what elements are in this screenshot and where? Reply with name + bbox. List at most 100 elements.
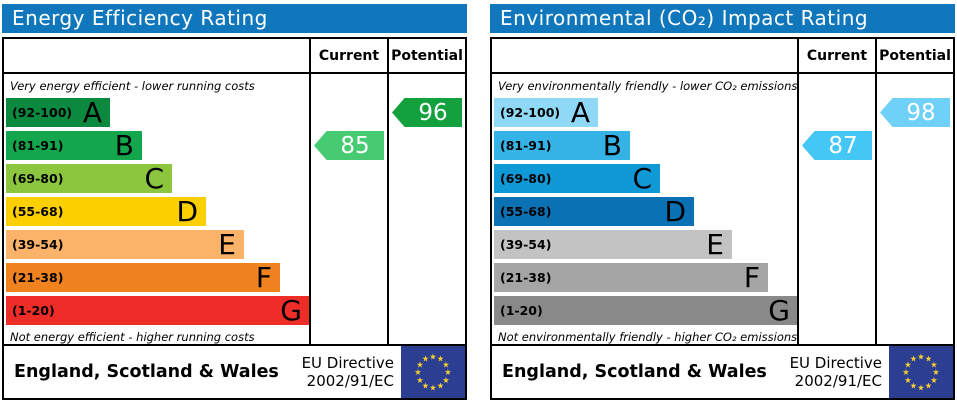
eu-directive-line2: 2002/91/EC [794, 372, 882, 390]
band-row-c: (69-80) C [6, 164, 305, 193]
band-range: (39-54) [500, 237, 552, 252]
band-row-c: (69-80) C [494, 164, 793, 193]
band-bar-c: (69-80) C [494, 164, 660, 193]
band-bar-e: (39-54) E [6, 230, 244, 259]
band-letter: G [280, 294, 302, 327]
band-range: (69-80) [500, 171, 552, 186]
potential-rating-arrow: 98 [880, 98, 950, 127]
svg-text:★: ★ [442, 359, 449, 369]
band-row-e: (39-54) E [6, 230, 305, 259]
current-rating-cell: 85 [309, 74, 387, 344]
top-caption: Very energy efficient - lower running co… [10, 79, 255, 93]
band-row-e: (39-54) E [494, 230, 793, 259]
svg-text:★: ★ [429, 351, 436, 361]
band-row-g: (1-20) G [494, 296, 797, 325]
current-column-header: Current [309, 39, 387, 74]
energy-efficiency-panel: Energy Efficiency Rating Current Potenti… [2, 4, 467, 400]
svg-text:★: ★ [437, 353, 444, 363]
svg-text:★: ★ [932, 367, 939, 377]
band-range: (81-91) [12, 138, 64, 153]
band-bar-a: (92-100) A [494, 98, 598, 127]
svg-text:★: ★ [917, 383, 924, 393]
rating-bands: Very environmentally friendly - lower CO… [492, 74, 797, 344]
potential-column-header: Potential [875, 39, 953, 74]
energy-rating-chart: Current Potential Very energy efficient … [2, 37, 467, 400]
svg-text:★: ★ [416, 359, 423, 369]
band-letter: E [218, 228, 236, 261]
band-range: (55-68) [12, 204, 64, 219]
top-caption: Very environmentally friendly - lower CO… [498, 79, 797, 93]
eu-directive-line1: EU Directive [789, 354, 882, 372]
svg-text:★: ★ [442, 375, 449, 385]
svg-text:★: ★ [904, 375, 911, 385]
band-letter: C [632, 162, 652, 195]
band-range: (21-38) [12, 270, 64, 285]
current-rating-cell: 87 [797, 74, 875, 344]
current-rating-value: 85 [340, 132, 370, 159]
rating-bands: Very energy efficient - lower running co… [4, 74, 309, 344]
band-bar-a: (92-100) A [6, 98, 110, 127]
eu-flag-icon: ★ ★★ ★★★ ★★★ ★★★ [889, 346, 953, 398]
environmental-impact-panel: Environmental (CO₂) Impact Rating Curren… [490, 4, 955, 400]
svg-text:★: ★ [416, 375, 423, 385]
band-bar-g: (1-20) G [6, 296, 309, 325]
band-row-f: (21-38) F [6, 263, 305, 292]
band-bar-d: (55-68) D [6, 197, 206, 226]
chart-footer: England, Scotland & Wales EU Directive 2… [4, 344, 465, 398]
potential-column-header: Potential [387, 39, 465, 74]
band-range: (92-100) [500, 105, 561, 120]
band-row-d: (55-68) D [6, 197, 305, 226]
band-letter: E [706, 228, 724, 261]
band-bar-f: (21-38) F [6, 263, 280, 292]
band-letter: A [82, 96, 102, 129]
band-letter: D [664, 195, 686, 228]
band-letter: G [768, 294, 790, 327]
energy-panel-title: Energy Efficiency Rating [2, 4, 467, 33]
eu-directive-line1: EU Directive [301, 354, 394, 372]
band-range: (55-68) [500, 204, 552, 219]
potential-rating-cell: 98 [875, 74, 953, 344]
svg-text:★: ★ [902, 367, 909, 377]
band-bar-g: (1-20) G [494, 296, 797, 325]
band-row-a: (92-100) A [494, 98, 793, 127]
svg-text:★: ★ [414, 367, 421, 377]
chart-footer: England, Scotland & Wales EU Directive 2… [492, 344, 953, 398]
svg-text:★: ★ [422, 353, 429, 363]
svg-text:★: ★ [925, 380, 932, 390]
band-letter: F [255, 261, 272, 294]
current-rating-value: 87 [828, 132, 858, 159]
svg-text:★: ★ [910, 380, 917, 390]
svg-text:★: ★ [904, 359, 911, 369]
eu-directive-label: EU Directive 2002/91/EC [790, 354, 889, 390]
svg-text:★: ★ [910, 353, 917, 363]
svg-text:★: ★ [422, 380, 429, 390]
band-bar-f: (21-38) F [494, 263, 768, 292]
band-row-b: (81-91) B [6, 131, 305, 160]
band-range: (92-100) [12, 105, 73, 120]
svg-text:★: ★ [437, 380, 444, 390]
header-spacer [4, 39, 309, 74]
band-range: (21-38) [500, 270, 552, 285]
band-letter: A [570, 96, 590, 129]
band-bar-b: (81-91) B [494, 131, 630, 160]
band-letter: C [144, 162, 164, 195]
potential-rating-value: 96 [418, 99, 448, 126]
svg-text:★: ★ [429, 383, 436, 393]
svg-text:★: ★ [444, 367, 451, 377]
co2-rating-chart: Current Potential Very environmentally f… [490, 37, 955, 400]
potential-rating-arrow: 96 [392, 98, 462, 127]
bottom-caption: Not energy efficient - higher running co… [10, 330, 255, 344]
band-bar-d: (55-68) D [494, 197, 694, 226]
header-spacer [492, 39, 797, 74]
band-letter: F [743, 261, 760, 294]
band-bar-e: (39-54) E [494, 230, 732, 259]
eu-directive-label: EU Directive 2002/91/EC [302, 354, 401, 390]
band-row-d: (55-68) D [494, 197, 793, 226]
band-range: (1-20) [12, 303, 55, 318]
band-bar-b: (81-91) B [6, 131, 142, 160]
current-rating-arrow: 87 [802, 131, 872, 160]
band-range: (39-54) [12, 237, 64, 252]
band-row-g: (1-20) G [6, 296, 309, 325]
band-range: (81-91) [500, 138, 552, 153]
